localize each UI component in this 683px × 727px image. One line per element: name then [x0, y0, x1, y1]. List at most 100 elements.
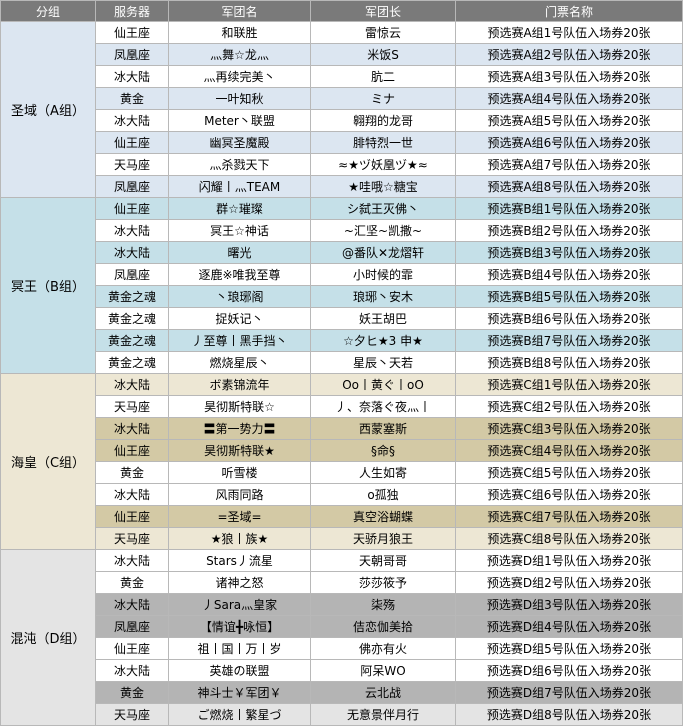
legion-name-cell: 丿Sara灬皇家 — [168, 593, 311, 616]
legion-name-cell: Meter丶联盟 — [168, 109, 311, 132]
legion-leader-cell: 雷惊云 — [310, 21, 456, 44]
header-leader: 军团长 — [310, 0, 456, 22]
ticket-name-cell: 预选赛C组2号队伍入场券20张 — [455, 395, 683, 418]
header-group: 分组 — [0, 0, 96, 22]
legion-name-cell: 灬舞☆龙灬 — [168, 43, 311, 66]
table-body: 圣域（A组） 仙王座 和联胜 雷惊云 预选赛A组1号队伍入场券20张 凤凰座 灬舞☆龙灬 米饭… — [0, 21, 683, 726]
header-server: 服务器 — [95, 0, 169, 22]
legion-leader-cell: シ弑王灭佛丶 — [310, 197, 456, 220]
ticket-name-cell: 预选赛B组3号队伍入场券20张 — [455, 241, 683, 264]
ticket-name-cell: 预选赛D组3号队伍入场券20张 — [455, 593, 683, 616]
table-row: 冰大陆 Meter丶联盟 翱翔的龙哥 预选赛A组5号队伍入场券20张 — [1, 109, 683, 132]
table-row: 黄金 诸神之怒 莎莎筱予 预选赛D组2号队伍入场券20张 — [1, 571, 683, 594]
table-row: 冰大陆 英雄の联盟 阿呆WO 预选赛D组6号队伍入场券20张 — [1, 659, 683, 682]
ticket-name-cell: 预选赛C组8号队伍入场券20张 — [455, 527, 683, 550]
table-row: 天马座 昊彻斯特联☆ 丿、奈落ぐ夜灬丨 预选赛C组2号队伍入场券20张 — [1, 395, 683, 418]
server-cell: 仙王座 — [95, 197, 169, 220]
server-cell: 黄金之魂 — [95, 285, 169, 308]
legion-name-cell: 燃烧星辰丶 — [168, 351, 311, 374]
legion-leader-cell: 柒殇 — [310, 593, 456, 616]
ticket-name-cell: 预选赛D组8号队伍入场券20张 — [455, 703, 683, 726]
table-row: 仙王座 昊彻斯特联★ §命§ 预选赛C组4号队伍入场券20张 — [1, 439, 683, 462]
legion-name-cell: 祖丨国丨万丨岁 — [168, 637, 311, 660]
legion-name-cell: 英雄の联盟 — [168, 659, 311, 682]
legion-leader-cell: 翱翔的龙哥 — [310, 109, 456, 132]
legion-leader-cell: 米饭S — [310, 43, 456, 66]
legion-leader-cell: 琅琊丶安木 — [310, 285, 456, 308]
legion-leader-cell: 天骄月狼王 — [310, 527, 456, 550]
server-cell: 冰大陆 — [95, 241, 169, 264]
server-cell: 天马座 — [95, 527, 169, 550]
header-legion: 军团名 — [168, 0, 311, 22]
ticket-name-cell: 预选赛D组4号队伍入场券20张 — [455, 615, 683, 638]
table-row: 黄金之魂 捉妖记丶 妖王胡巴 预选赛B组6号队伍入场券20张 — [1, 307, 683, 330]
legion-leader-cell: 西蒙塞斯 — [310, 417, 456, 440]
legion-leader-cell: 佶恋伽美拾 — [310, 615, 456, 638]
legion-name-cell: ★狼丨族★ — [168, 527, 311, 550]
legion-leader-cell: ミナ — [310, 87, 456, 110]
legion-leader-cell: ~汇坚~凯撒~ — [310, 219, 456, 242]
ticket-name-cell: 预选赛B组6号队伍入场券20张 — [455, 307, 683, 330]
table-row: 冰大陆 风雨同路 o孤独 预选赛C组6号队伍入场券20张 — [1, 483, 683, 506]
table-row: 天马座 ★狼丨族★ 天骄月狼王 预选赛C组8号队伍入场券20张 — [1, 527, 683, 550]
table-row: 凤凰座 逐鹿※唯我至尊 小时候的霏 预选赛B组4号队伍入场券20张 — [1, 263, 683, 286]
ticket-name-cell: 预选赛B组7号队伍入场券20张 — [455, 329, 683, 352]
ticket-name-cell: 预选赛A组6号队伍入场券20张 — [455, 131, 683, 154]
ticket-name-cell: 预选赛B组1号队伍入场券20张 — [455, 197, 683, 220]
server-cell: 黄金 — [95, 681, 169, 704]
ticket-name-cell: 预选赛A组2号队伍入场券20张 — [455, 43, 683, 66]
legion-leader-cell: 阿呆WO — [310, 659, 456, 682]
legion-leader-cell: Oo丨黄ぐ丨oO — [310, 373, 456, 396]
server-cell: 凤凰座 — [95, 615, 169, 638]
legion-leader-cell: 腓特烈一世 — [310, 131, 456, 154]
legion-name-cell: 和联胜 — [168, 21, 311, 44]
server-cell: 仙王座 — [95, 637, 169, 660]
ticket-name-cell: 预选赛A组8号队伍入场券20张 — [455, 175, 683, 198]
ticket-name-cell: 预选赛D组2号队伍入场券20张 — [455, 571, 683, 594]
table-row: 凤凰座 【情谊╋咏恒】 佶恋伽美拾 预选赛D组4号队伍入场券20张 — [1, 615, 683, 638]
legion-leader-cell: 真空浴蝴蝶 — [310, 505, 456, 528]
header-row: 分组 服务器 军团名 军团长 门票名称 — [0, 0, 683, 22]
table-row: 冰大陆 曙光 @番队✕龙熠轩 预选赛B组3号队伍入场券20张 — [1, 241, 683, 264]
server-cell: 凤凰座 — [95, 43, 169, 66]
server-cell: 冰大陆 — [95, 593, 169, 616]
table-row: 天马座 ご燃烧丨繁星づ 无意景伴月行 预选赛D组8号队伍入场券20张 — [1, 703, 683, 726]
legion-name-cell: 群☆璀璨 — [168, 197, 311, 220]
legion-leader-cell: 天朝哥哥 — [310, 549, 456, 572]
server-cell: 冰大陆 — [95, 219, 169, 242]
server-cell: 天马座 — [95, 153, 169, 176]
server-cell: 黄金 — [95, 461, 169, 484]
table-row: 仙王座 祖丨国丨万丨岁 佛亦有火 预选赛D组5号队伍入场券20张 — [1, 637, 683, 660]
legion-name-cell: 灬杀戮天下 — [168, 153, 311, 176]
legion-leader-cell: 肮二 — [310, 65, 456, 88]
legion-leader-cell: 莎莎筱予 — [310, 571, 456, 594]
legion-name-cell: 幽冥圣魔殿 — [168, 131, 311, 154]
group-name-cell: 混沌（D组） — [0, 549, 96, 726]
legion-leader-cell: 小时候的霏 — [310, 263, 456, 286]
ticket-name-cell: 预选赛C组5号队伍入场券20张 — [455, 461, 683, 484]
server-cell: 冰大陆 — [95, 109, 169, 132]
legion-leader-cell: ★哇哦☆糖宝 — [310, 175, 456, 198]
server-cell: 冰大陆 — [95, 549, 169, 572]
legion-leader-cell: 云北战 — [310, 681, 456, 704]
table-row: 海皇（C组） 冰大陆 ボ素锦流年 Oo丨黄ぐ丨oO 预选赛C组1号队伍入场券20张 — [0, 373, 683, 550]
ticket-name-cell: 预选赛C组4号队伍入场券20张 — [455, 439, 683, 462]
ticket-name-cell: 预选赛D组6号队伍入场券20张 — [455, 659, 683, 682]
legion-leader-cell: @番队✕龙熠轩 — [310, 241, 456, 264]
ticket-name-cell: 预选赛A组1号队伍入场券20张 — [455, 21, 683, 44]
ticket-name-cell: 预选赛D组7号队伍入场券20张 — [455, 681, 683, 704]
legion-name-cell: 神斗士￥军团￥ — [168, 681, 311, 704]
legion-name-cell: Stars丿流星 — [168, 549, 311, 572]
server-cell: 黄金之魂 — [95, 329, 169, 352]
legion-leader-cell: 佛亦有火 — [310, 637, 456, 660]
server-cell: 仙王座 — [95, 131, 169, 154]
group-name-cell: 冥王（B组） — [0, 197, 96, 374]
legion-leader-cell: 星辰丶天若 — [310, 351, 456, 374]
server-cell: 天马座 — [95, 703, 169, 726]
table-row: 仙王座 =圣域= 真空浴蝴蝶 预选赛C组7号队伍入场券20张 — [1, 505, 683, 528]
legion-name-cell: ボ素锦流年 — [168, 373, 311, 396]
legion-name-cell: 闪耀丨灬TEAM — [168, 175, 311, 198]
table-row: 黄金之魂 丶琅琊阁 琅琊丶安木 预选赛B组5号队伍入场券20张 — [1, 285, 683, 308]
legion-name-cell: 〓第一势力〓 — [168, 417, 311, 440]
